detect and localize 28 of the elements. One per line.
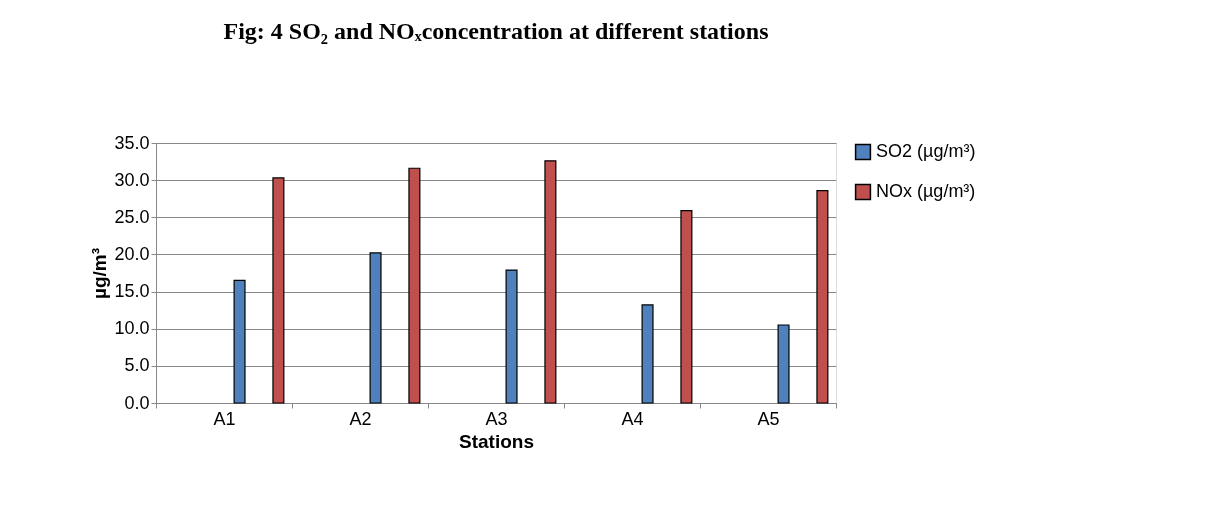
bar xyxy=(641,304,654,404)
y-tick-label: 15.0 xyxy=(114,281,150,302)
legend-label: SO2 (µg/m³) xyxy=(876,141,976,161)
legend-label: NOx (µg/m³) xyxy=(876,181,976,201)
bar xyxy=(544,160,557,404)
y-tick-label: 30.0 xyxy=(114,169,150,190)
y-tick-label: 10.0 xyxy=(114,318,150,339)
x-axis-title: Stations xyxy=(459,430,534,452)
bar xyxy=(272,177,285,404)
x-tick-label: A3 xyxy=(485,408,508,429)
x-tick-label: A1 xyxy=(213,408,236,429)
bar xyxy=(777,324,790,404)
bar xyxy=(233,279,246,404)
y-tick-label: 0.0 xyxy=(124,392,150,413)
y-tick-label: 20.0 xyxy=(114,243,150,264)
chart-title: Fig: 4 SO₂ and NOₓconcentration at different stations xyxy=(223,18,769,44)
bar xyxy=(816,189,829,404)
bar xyxy=(680,210,693,404)
bar xyxy=(369,252,382,404)
bar xyxy=(505,269,518,404)
y-tick-label: 35.0 xyxy=(114,132,150,153)
y-axis-title: µg/m³ xyxy=(89,247,111,300)
y-tick-label: 5.0 xyxy=(124,355,150,376)
y-tick-label: 25.0 xyxy=(114,206,150,227)
x-tick-label: A4 xyxy=(621,408,644,429)
bar xyxy=(408,167,421,404)
x-tick-label: A2 xyxy=(349,408,372,429)
x-tick-label: A5 xyxy=(757,408,780,429)
